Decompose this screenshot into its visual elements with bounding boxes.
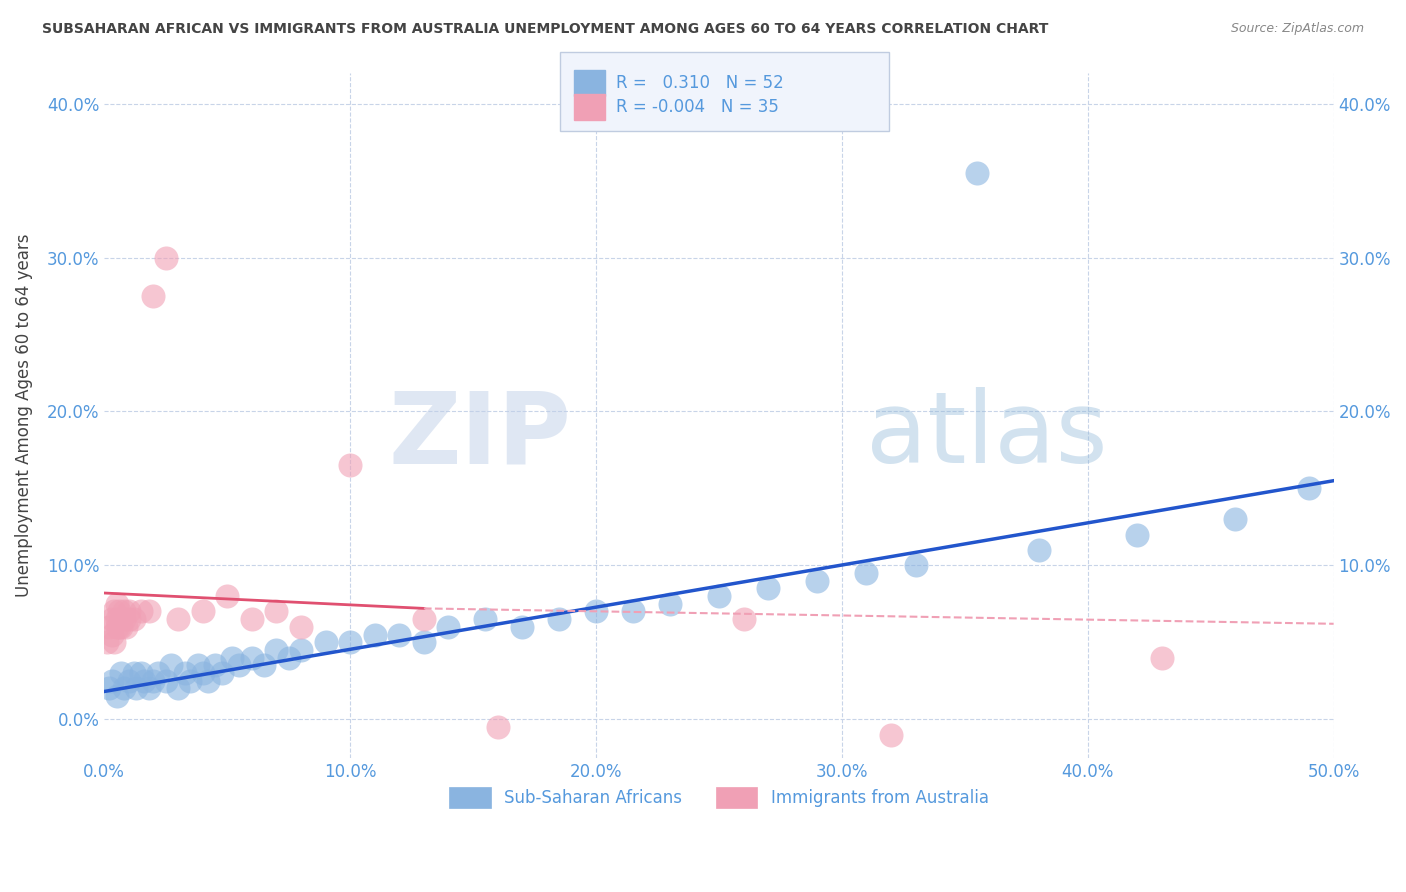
Point [585, 605, 607, 619]
Point [122, 612, 145, 626]
Point [707, 589, 730, 603]
Point [103, 635, 125, 649]
Legend: Sub-Saharan Africans, Immigrants from Australia: Sub-Saharan Africans, Immigrants from Au… [443, 780, 995, 814]
Point [315, 635, 337, 649]
Point [125, 681, 148, 696]
Point [122, 666, 145, 681]
Point [412, 635, 434, 649]
Y-axis label: Unemployment Among Ages 60 to 64 years: Unemployment Among Ages 60 to 64 years [15, 234, 32, 597]
Point [221, 650, 243, 665]
Point [110, 620, 132, 634]
Point [118, 605, 141, 619]
Text: R =   0.310   N = 52: R = 0.310 N = 52 [616, 74, 783, 92]
Point [98, 620, 121, 634]
Point [100, 612, 122, 626]
Point [217, 589, 239, 603]
Point [1126, 527, 1149, 541]
Point [187, 658, 209, 673]
Point [142, 289, 165, 303]
Point [108, 605, 131, 619]
Point [105, 597, 128, 611]
Point [339, 635, 361, 649]
Point [290, 620, 312, 634]
Point [266, 605, 288, 619]
Point [510, 620, 533, 634]
Text: R = -0.004   N = 35: R = -0.004 N = 35 [616, 98, 779, 116]
Point [290, 643, 312, 657]
Point [1028, 543, 1050, 558]
Point [412, 612, 434, 626]
Point [115, 620, 138, 634]
Point [548, 612, 571, 626]
Point [105, 689, 128, 703]
Point [100, 627, 122, 641]
Point [658, 597, 681, 611]
Point [621, 605, 644, 619]
Point [197, 673, 219, 688]
Point [129, 605, 152, 619]
Point [155, 251, 177, 265]
Point [904, 558, 927, 573]
Point [240, 612, 263, 626]
Point [98, 681, 121, 696]
Point [364, 627, 387, 641]
Point [486, 720, 509, 734]
Point [880, 728, 903, 742]
Point [96, 635, 118, 649]
Point [1298, 482, 1320, 496]
Point [388, 627, 411, 641]
Point [142, 673, 165, 688]
Point [148, 666, 170, 681]
Point [118, 673, 141, 688]
Point [138, 605, 160, 619]
Point [129, 666, 152, 681]
Point [112, 605, 135, 619]
Point [733, 612, 755, 626]
Point [204, 658, 226, 673]
Point [105, 620, 128, 634]
Point [211, 666, 233, 681]
Point [105, 612, 128, 626]
Point [118, 612, 141, 626]
Point [277, 650, 299, 665]
Point [1225, 512, 1247, 526]
Point [179, 673, 201, 688]
Point [155, 673, 177, 688]
Point [159, 658, 181, 673]
Point [167, 612, 190, 626]
Point [437, 620, 460, 634]
Point [240, 650, 263, 665]
Text: Source: ZipAtlas.com: Source: ZipAtlas.com [1230, 22, 1364, 36]
Point [110, 612, 132, 626]
Point [855, 566, 877, 580]
Point [339, 458, 361, 473]
Point [253, 658, 276, 673]
Point [174, 666, 197, 681]
Point [756, 582, 779, 596]
Point [112, 612, 135, 626]
Point [266, 643, 288, 657]
Point [1150, 650, 1173, 665]
Point [167, 681, 190, 696]
Point [191, 666, 214, 681]
Point [474, 612, 496, 626]
Point [132, 673, 155, 688]
Point [112, 681, 135, 696]
Point [966, 166, 988, 180]
Point [191, 605, 214, 619]
Point [138, 681, 160, 696]
Text: ZIP: ZIP [388, 387, 571, 484]
Point [110, 666, 132, 681]
Point [108, 620, 131, 634]
Point [100, 673, 122, 688]
Point [806, 574, 828, 588]
Text: SUBSAHARAN AFRICAN VS IMMIGRANTS FROM AUSTRALIA UNEMPLOYMENT AMONG AGES 60 TO 64: SUBSAHARAN AFRICAN VS IMMIGRANTS FROM AU… [42, 22, 1049, 37]
Point [103, 605, 125, 619]
Point [228, 658, 250, 673]
Text: atlas: atlas [866, 387, 1108, 484]
